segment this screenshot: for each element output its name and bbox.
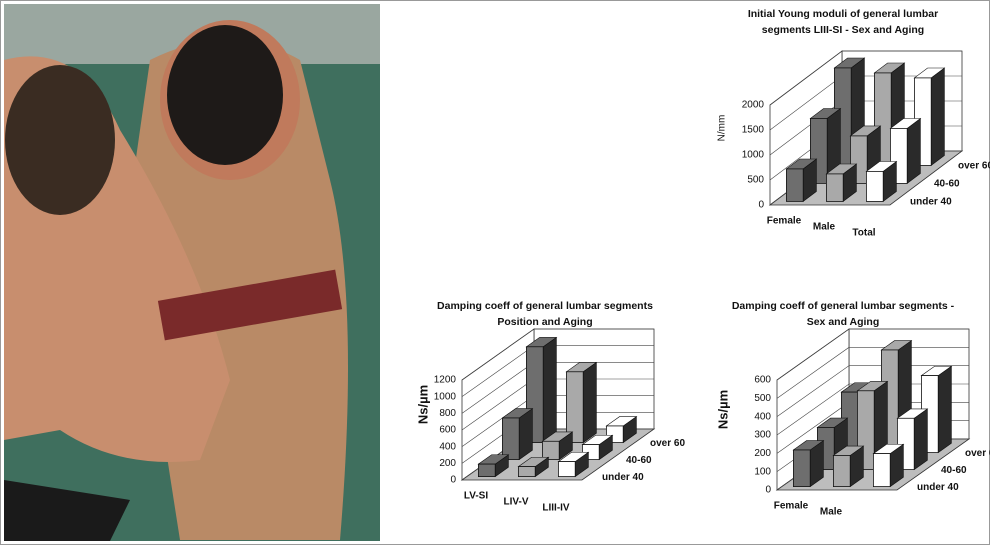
legend-label: 40-60 (626, 455, 652, 466)
chart-title: Sex and Aging (807, 316, 880, 328)
y-tick-label: 2000 (742, 100, 765, 111)
bar-side (937, 365, 952, 454)
y-tick-label: 0 (758, 200, 764, 211)
y-axis-label: Ns/µm (415, 385, 430, 424)
bar-side (906, 117, 921, 184)
x-tick-label: Female (774, 501, 809, 512)
y-tick-label: 0 (765, 485, 771, 496)
grid-line (776, 328, 969, 381)
y-tick-label: 0 (450, 475, 456, 486)
x-tick-label: LIII-IV (542, 503, 570, 514)
chart-title: Damping coeff of general lumbar segments (437, 300, 653, 312)
x-tick-label: LV-SI (464, 491, 488, 502)
y-tick-label: 400 (754, 411, 771, 422)
y-tick-label: 1000 (742, 150, 765, 161)
photo-helper-hair (5, 65, 115, 215)
y-tick-label: 1000 (434, 391, 457, 402)
bar (873, 453, 891, 488)
bar (542, 440, 560, 460)
chart-title: Position and Aging (497, 316, 592, 328)
photo (4, 4, 380, 541)
x-tick-label: Male (820, 507, 843, 518)
bar (477, 463, 496, 478)
grid-line (461, 328, 654, 381)
photo-shorts (4, 480, 130, 541)
x-tick-label: Male (813, 222, 836, 233)
bar (558, 461, 576, 478)
bar-side (542, 336, 557, 444)
y-tick-label: 300 (754, 430, 771, 441)
x-tick-label: Total (852, 228, 875, 239)
y-tick-label: 500 (747, 175, 764, 186)
chart-title: segments LIII-SI - Sex and Aging (762, 24, 924, 36)
bar-side (930, 67, 945, 166)
y-tick-label: 200 (439, 458, 456, 469)
x-tick-label: Female (767, 216, 802, 227)
grid-line (776, 365, 969, 417)
photo-hair (167, 25, 283, 165)
legend-label: 40-60 (934, 179, 960, 190)
bar-side (582, 361, 597, 444)
legend-label: 40-60 (941, 465, 967, 476)
bar (866, 170, 884, 202)
legend-label: under 40 (602, 472, 644, 483)
legend-label: under 40 (917, 482, 959, 493)
bar (826, 173, 844, 202)
chart-title: Damping coeff of general lumbar segments… (732, 300, 955, 312)
bar-side (913, 408, 928, 471)
y-tick-label: 800 (439, 408, 456, 419)
y-tick-label: 200 (754, 448, 771, 459)
bar (566, 371, 584, 443)
y-axis-label: N/mm (717, 115, 728, 142)
bar (518, 466, 536, 478)
grid-line (769, 50, 962, 106)
chart-title: Initial Young moduli of general lumbar (748, 8, 938, 20)
legend-label: over 60 (965, 448, 990, 459)
legend-label: over 60 (958, 161, 990, 172)
y-axis-label: Ns/µm (715, 390, 730, 429)
y-tick-label: 1200 (434, 375, 457, 386)
y-tick-label: 100 (754, 466, 771, 477)
grid-line (776, 347, 969, 399)
y-tick-label: 500 (754, 393, 771, 404)
legend-label: over 60 (650, 438, 685, 449)
y-tick-label: 600 (754, 375, 771, 386)
y-tick-label: 400 (439, 441, 456, 452)
bar (833, 455, 851, 487)
y-tick-label: 1500 (742, 125, 765, 136)
bar (786, 168, 804, 202)
x-tick-label: LIV-V (503, 497, 528, 508)
photo-belt (157, 269, 343, 341)
legend-label: under 40 (910, 197, 952, 208)
bar (501, 417, 520, 460)
y-tick-label: 600 (439, 425, 456, 436)
bar (793, 449, 811, 487)
